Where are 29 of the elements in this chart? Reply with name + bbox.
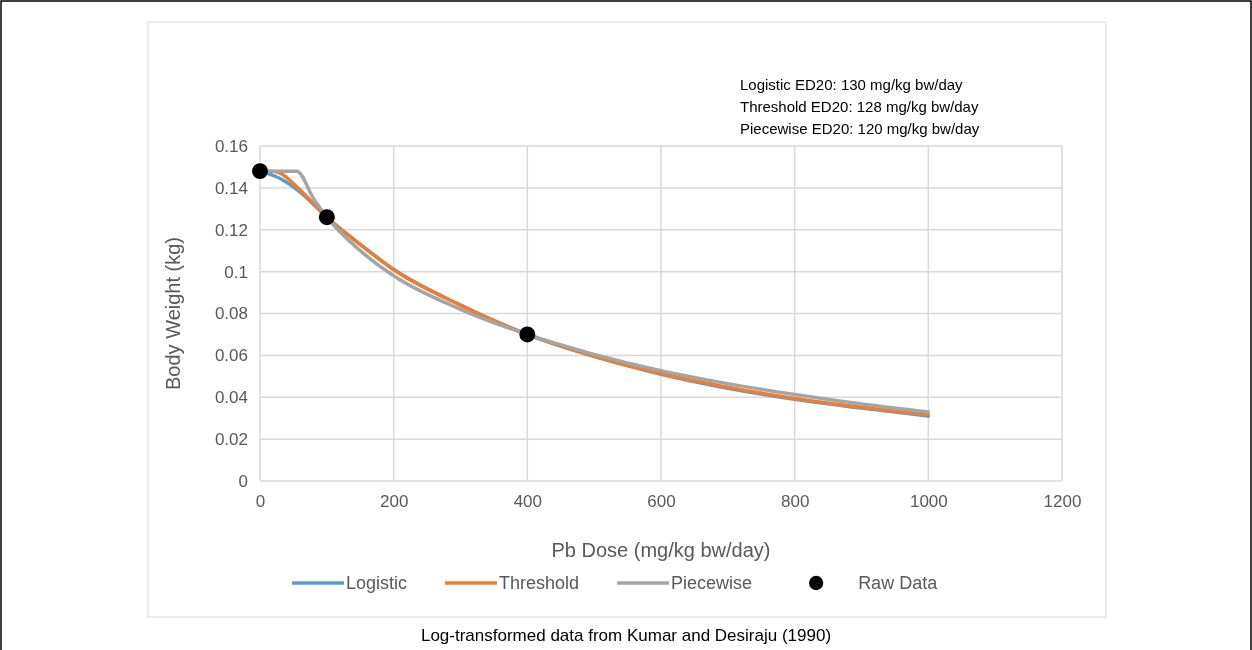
x-axis-title: Pb Dose (mg/kg bw/day) bbox=[551, 539, 771, 561]
x-tick-label: 200 bbox=[379, 492, 409, 512]
x-tick-label: 1000 bbox=[909, 492, 948, 512]
y-tick-label: 0.1 bbox=[224, 262, 248, 282]
text: Piecewise ED20: 120 mg/kg bw/day bbox=[740, 120, 980, 137]
y-tick-label: 0.02 bbox=[214, 430, 248, 450]
x-tick-label: 600 bbox=[647, 492, 676, 512]
y-axis-title: Body Weight (kg) bbox=[162, 236, 184, 391]
legend-label: Logistic bbox=[346, 573, 408, 593]
y-tick-label: 0.04 bbox=[214, 388, 248, 408]
x-tick-label: 400 bbox=[513, 492, 543, 512]
y-tick-label: 0.16 bbox=[214, 136, 248, 156]
legend-label: Piecewise bbox=[671, 573, 753, 593]
y-tick-label: 0.14 bbox=[214, 178, 248, 198]
point bbox=[519, 326, 536, 343]
point bbox=[318, 209, 335, 226]
y-tick-label: 0.12 bbox=[214, 220, 248, 240]
x-tick-label: 1200 bbox=[1043, 492, 1082, 512]
y-tick-label: 0.08 bbox=[214, 304, 248, 324]
x-tick-label: 0 bbox=[255, 492, 266, 512]
y-tick-label: 0.06 bbox=[214, 346, 248, 366]
text: Threshold ED20: 128 mg/kg bw/day bbox=[740, 98, 979, 115]
x-tick-label: 800 bbox=[780, 492, 810, 512]
point bbox=[252, 163, 268, 180]
text: Log-transformed data from Kumar and Desiraju (1990) bbox=[420, 626, 832, 645]
y-tick-label: 0 bbox=[238, 471, 248, 491]
legend-label: Threshold bbox=[499, 573, 580, 593]
legend-label: Raw Data bbox=[858, 573, 939, 593]
text: Logistic ED20: 130 mg/kg bw/day bbox=[740, 76, 964, 93]
